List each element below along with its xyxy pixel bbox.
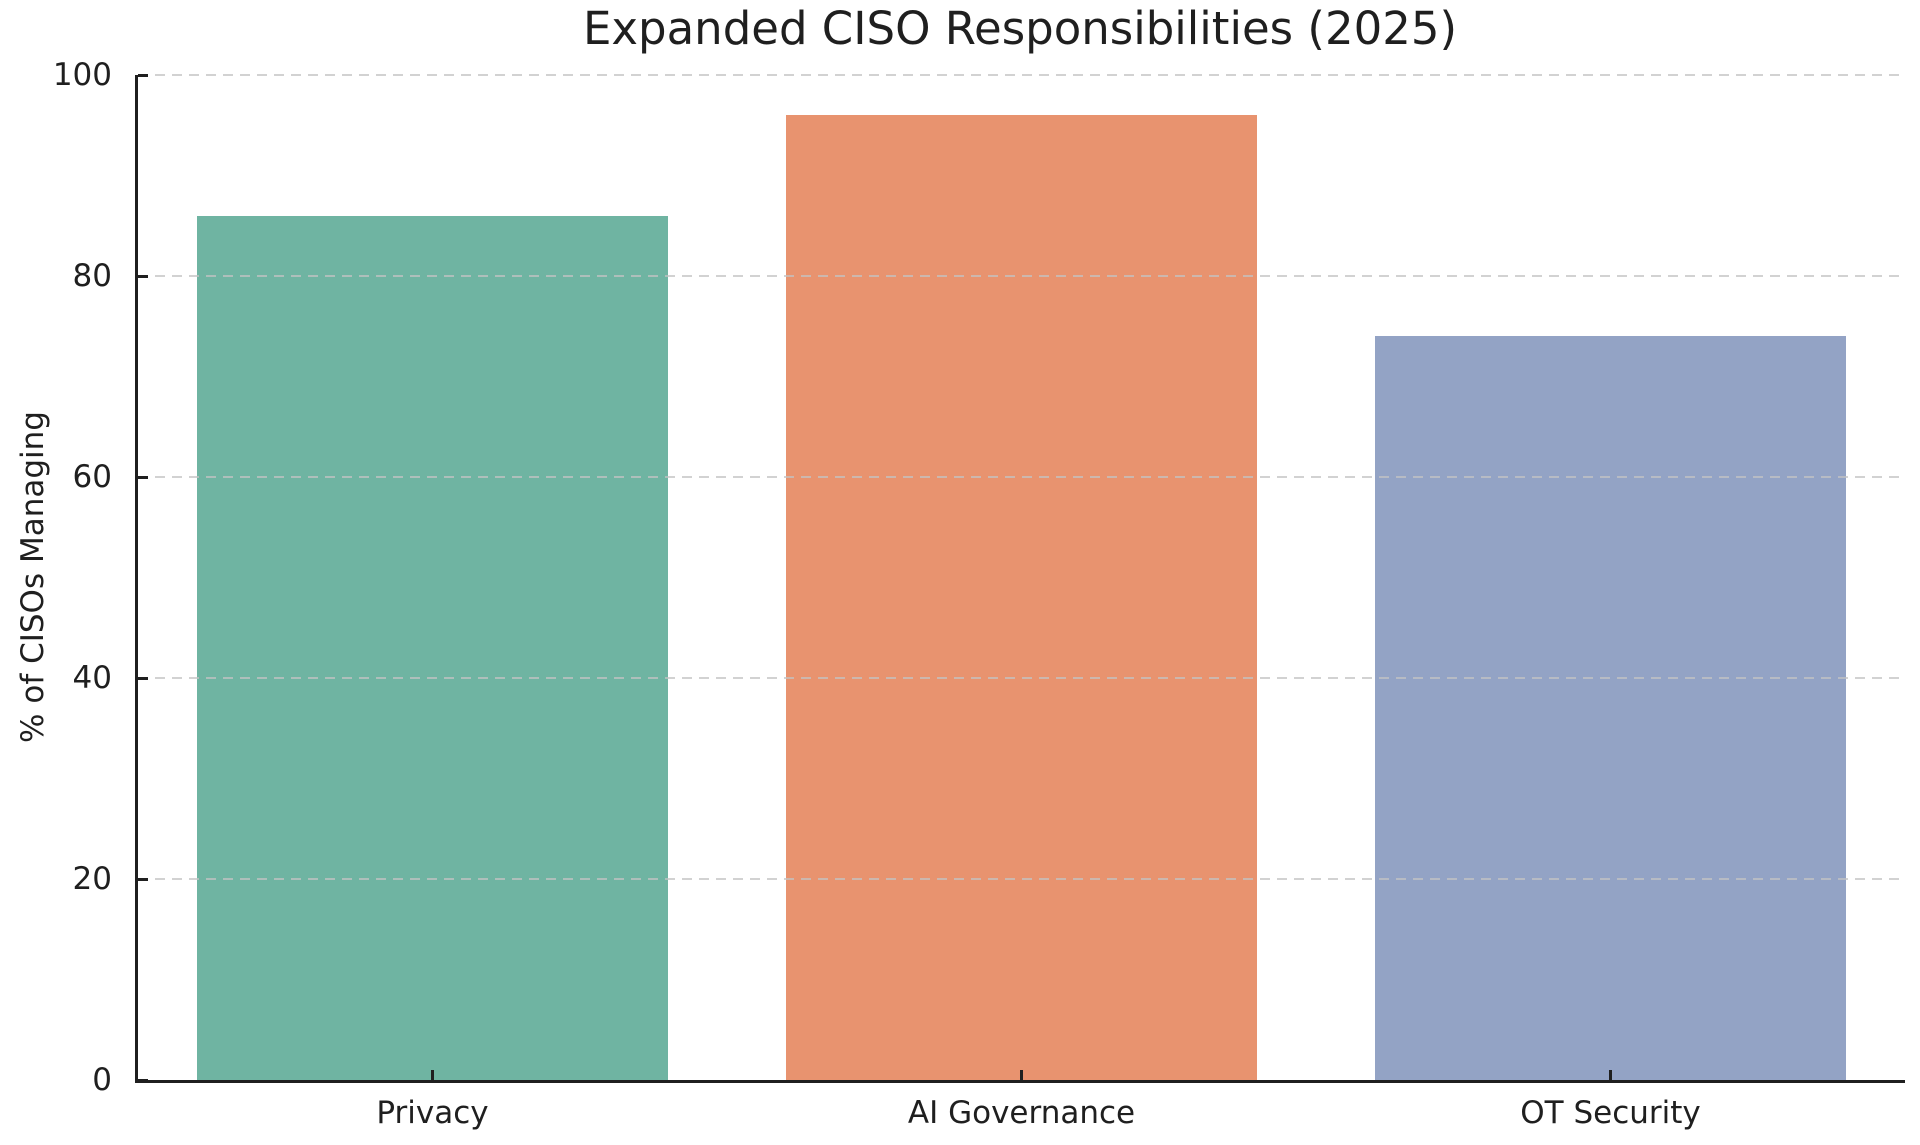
y-tick-20 xyxy=(138,877,148,881)
y-tick-60 xyxy=(138,475,148,479)
bar-ot-security xyxy=(1374,336,1847,1080)
y-tick-40 xyxy=(138,676,148,680)
y-tick-label-60: 60 xyxy=(72,459,112,495)
x-tick-ai-governance xyxy=(1020,1070,1023,1080)
chart-title: Expanded CISO Responsibilities (2025) xyxy=(582,2,1458,55)
x-tick-privacy xyxy=(431,1070,434,1080)
y-tick-0 xyxy=(138,1078,148,1082)
y-tick-label-80: 80 xyxy=(72,258,112,294)
y-tick-label-20: 20 xyxy=(72,861,112,897)
bar-privacy xyxy=(196,215,669,1080)
gridline-y-60 xyxy=(138,476,1905,478)
bar-ai-governance xyxy=(785,115,1258,1080)
x-tick-ot-security xyxy=(1609,1070,1612,1080)
y-tick-label-100: 100 xyxy=(52,57,112,93)
y-tick-80 xyxy=(138,274,148,278)
y-tick-100 xyxy=(138,73,148,77)
gridline-y-20 xyxy=(138,878,1905,880)
plot-area xyxy=(135,73,1905,1083)
gridline-y-40 xyxy=(138,677,1905,679)
x-tick-label-ai-governance: AI Governance xyxy=(907,1095,1136,1131)
x-tick-label-ot-security: OT Security xyxy=(1520,1095,1701,1131)
y-tick-label-40: 40 xyxy=(72,660,112,696)
gridline-y-80 xyxy=(138,275,1905,277)
y-tick-label-0: 0 xyxy=(92,1062,112,1098)
x-tick-label-privacy: Privacy xyxy=(376,1095,489,1131)
gridline-y-100 xyxy=(138,74,1905,76)
